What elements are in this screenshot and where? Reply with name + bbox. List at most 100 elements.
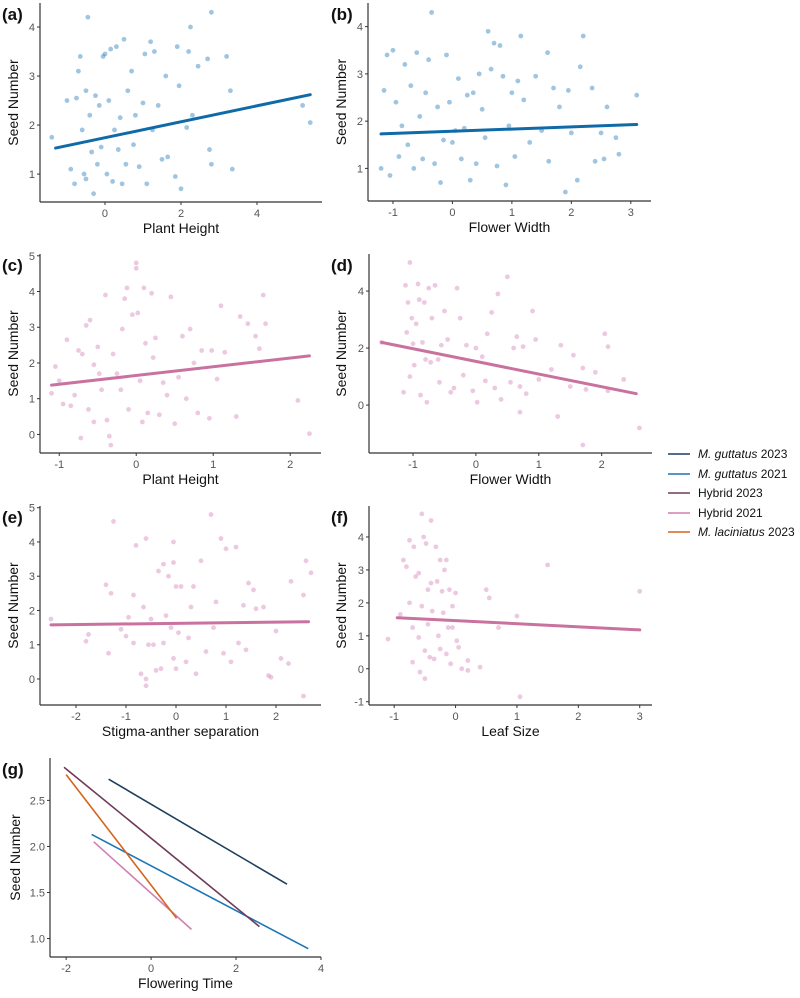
x-tick-label: 2 bbox=[575, 711, 581, 723]
data-point bbox=[527, 140, 533, 145]
data-point bbox=[143, 536, 149, 541]
data-point bbox=[223, 546, 229, 552]
data-point bbox=[454, 638, 460, 644]
legend-text: Hybrid 2023 bbox=[698, 486, 763, 500]
data-point bbox=[476, 71, 482, 77]
data-point bbox=[99, 387, 104, 393]
data-point bbox=[421, 300, 427, 305]
data-point bbox=[428, 518, 434, 523]
x-tick-label: 2 bbox=[599, 459, 605, 471]
data-point bbox=[159, 156, 165, 162]
y-tick-label: 4 bbox=[358, 286, 364, 298]
data-point bbox=[158, 666, 164, 672]
data-point bbox=[209, 348, 215, 353]
panel-label: (e) bbox=[2, 508, 23, 527]
panel-e: -2 -1 0 1 2 0 1 2 3 4 5 Stigma-anther separation See… bbox=[2, 503, 321, 739]
data-point bbox=[143, 683, 149, 689]
x-tick-label: 0 bbox=[102, 208, 108, 220]
legend-species: M. laciniatus bbox=[698, 525, 765, 539]
data-point bbox=[87, 317, 93, 323]
legend-text: 2023 bbox=[757, 447, 787, 461]
data-point bbox=[102, 51, 108, 57]
data-point bbox=[108, 442, 114, 448]
data-point bbox=[604, 104, 610, 110]
data-point bbox=[456, 644, 462, 650]
data-point bbox=[233, 414, 239, 419]
data-point bbox=[110, 351, 116, 357]
y-tick-label: 4 bbox=[29, 287, 35, 299]
x-tick-label: 0 bbox=[449, 207, 455, 219]
y-tick-label: 4 bbox=[358, 532, 364, 544]
x-axis-title: Stigma-anther separation bbox=[102, 723, 259, 739]
data-point bbox=[209, 161, 214, 167]
data-point bbox=[148, 616, 154, 622]
data-point bbox=[397, 611, 403, 617]
legend-label: M. guttatus 2023 bbox=[698, 447, 788, 461]
data-point bbox=[410, 341, 416, 347]
x-tick-label: -1 bbox=[408, 459, 418, 471]
data-point bbox=[198, 558, 204, 564]
data-point bbox=[263, 321, 268, 327]
data-point bbox=[453, 590, 458, 596]
y-tick-label: 2 bbox=[357, 116, 363, 128]
data-point bbox=[442, 308, 447, 314]
data-point bbox=[417, 669, 423, 675]
data-point bbox=[187, 326, 193, 332]
series-line bbox=[91, 833, 309, 950]
data-point bbox=[168, 625, 174, 630]
data-point bbox=[119, 181, 125, 187]
data-point bbox=[458, 156, 464, 162]
data-point bbox=[178, 186, 184, 192]
data-point bbox=[184, 125, 190, 130]
data-point bbox=[96, 371, 102, 377]
x-axis-title: Flower Width bbox=[470, 471, 552, 487]
data-point bbox=[551, 85, 556, 91]
data-point bbox=[583, 387, 589, 392]
data-point bbox=[423, 541, 429, 546]
x-tick-label: 4 bbox=[318, 963, 324, 975]
data-point bbox=[193, 671, 199, 677]
y-tick-label: 3 bbox=[29, 322, 35, 334]
data-point bbox=[110, 179, 115, 184]
data-point bbox=[390, 47, 396, 53]
data-point bbox=[416, 570, 422, 576]
data-point bbox=[173, 666, 179, 672]
data-point bbox=[486, 595, 492, 601]
data-point bbox=[172, 421, 178, 427]
data-point bbox=[161, 640, 166, 646]
data-point bbox=[246, 580, 251, 586]
data-point bbox=[384, 52, 390, 58]
legend-label: Hybrid 2023 bbox=[698, 486, 763, 500]
data-point bbox=[515, 78, 521, 84]
data-point bbox=[171, 539, 176, 545]
x-tick-label: 1 bbox=[509, 207, 515, 219]
data-point bbox=[492, 385, 498, 391]
data-point bbox=[546, 158, 552, 164]
data-point bbox=[79, 127, 85, 133]
data-point bbox=[447, 587, 452, 593]
y-axis-title: Seed Number bbox=[5, 59, 21, 146]
x-tick-label: 3 bbox=[628, 207, 634, 219]
data-point bbox=[402, 62, 408, 67]
fit-line bbox=[379, 122, 639, 136]
data-point bbox=[160, 380, 166, 386]
data-point bbox=[444, 52, 449, 58]
data-point bbox=[308, 570, 314, 576]
data-point bbox=[104, 417, 110, 423]
data-point bbox=[213, 599, 219, 605]
data-point bbox=[49, 390, 54, 396]
y-tick-label: 2.5 bbox=[30, 795, 45, 807]
data-point bbox=[459, 666, 465, 672]
data-point bbox=[421, 534, 427, 540]
y-tick-label: 5 bbox=[29, 251, 35, 263]
data-point bbox=[118, 626, 124, 632]
legend-label: M. laciniatus 2023 bbox=[698, 525, 795, 539]
data-point bbox=[148, 39, 153, 45]
data-point bbox=[407, 537, 412, 543]
x-tick-label: 2 bbox=[178, 208, 184, 220]
y-tick-label: 1 bbox=[358, 631, 364, 643]
data-point bbox=[457, 315, 463, 321]
y-axis-title: Seed Number bbox=[7, 814, 23, 901]
data-point bbox=[428, 580, 434, 586]
data-point bbox=[410, 625, 415, 630]
